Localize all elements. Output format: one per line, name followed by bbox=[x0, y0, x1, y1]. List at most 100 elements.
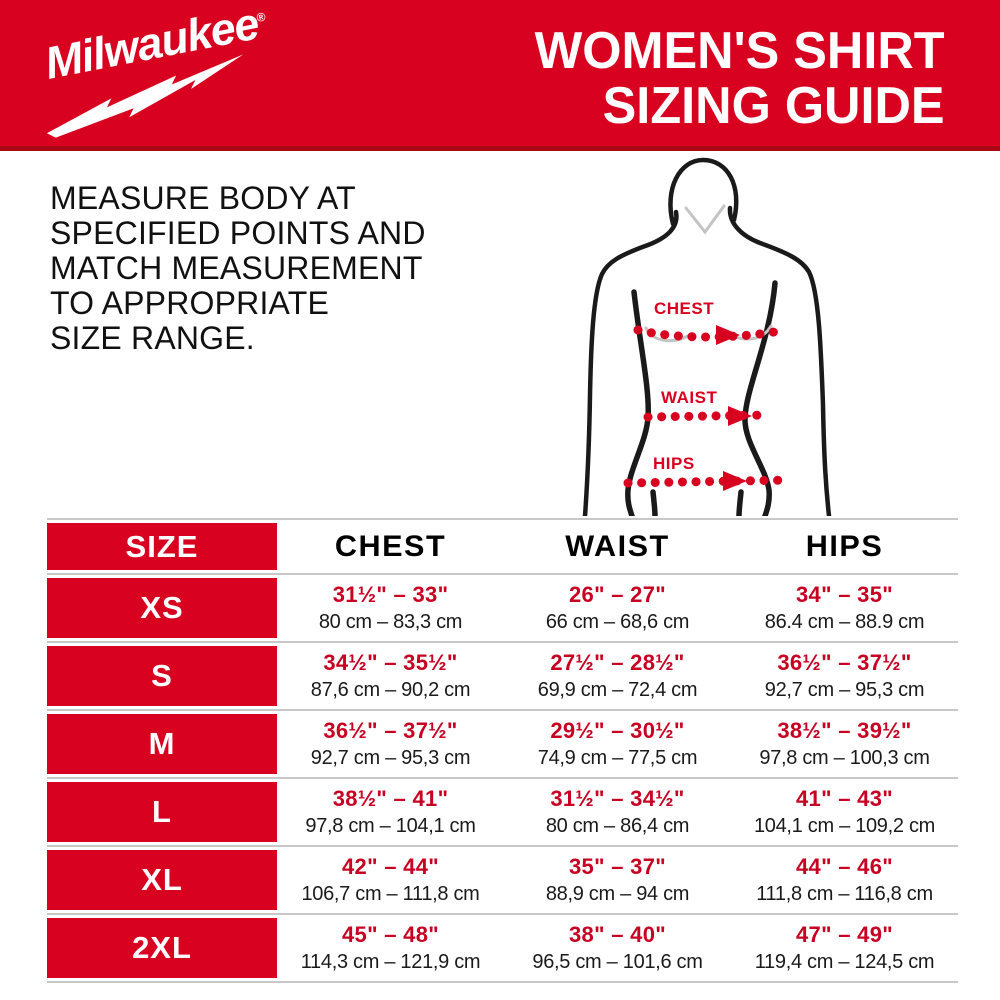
hips-arrow-icon bbox=[723, 471, 747, 491]
size-label: XL bbox=[47, 850, 277, 910]
hips-cell: 41" – 43" 104,1 cm – 109,2 cm bbox=[731, 779, 958, 845]
table-row: XL 42" – 44" 106,7 cm – 111,8 cm 35" – 3… bbox=[47, 845, 958, 913]
waist-cm: 69,9 cm – 72,4 cm bbox=[537, 678, 698, 701]
waist-inches: 31½" – 34½" bbox=[550, 786, 685, 812]
page-title: WOMEN'S SHIRT SIZING GUIDE bbox=[535, 24, 945, 134]
waist-cell: 26" – 27" 66 cm – 68,6 cm bbox=[504, 575, 731, 641]
chest-inches: 42" – 44" bbox=[342, 854, 439, 880]
hips-inches: 47" – 49" bbox=[796, 922, 893, 948]
chest-cell: 34½" – 35½" 87,6 cm – 90,2 cm bbox=[277, 643, 504, 709]
hips-cell: 36½" – 37½" 92,7 cm – 95,3 cm bbox=[731, 643, 958, 709]
chest-cell: 31½" – 33" 80 cm – 83,3 cm bbox=[277, 575, 504, 641]
hips-inches: 34" – 35" bbox=[796, 582, 893, 608]
right-torso-outline bbox=[742, 280, 778, 519]
column-header-size: SIZE bbox=[47, 523, 277, 570]
waist-cm: 88,9 cm – 94 cm bbox=[545, 882, 690, 905]
right-shoulder-arm-outline bbox=[727, 205, 832, 519]
page-title-line1: WOMEN'S SHIRT bbox=[535, 22, 945, 80]
waist-inches: 26" – 27" bbox=[569, 582, 666, 608]
chest-inches: 38½" – 41" bbox=[332, 786, 449, 812]
hips-cell: 44" – 46" 111,8 cm – 116,8 cm bbox=[731, 847, 958, 913]
header-banner: Milwaukee® WOMEN'S SHIRT SIZING GUIDE bbox=[0, 0, 1000, 151]
hips-cell: 34" – 35" 86.4 cm – 88.9 cm bbox=[731, 575, 958, 641]
hips-cell: 38½" – 39½" 97,8 cm – 100,3 cm bbox=[731, 711, 958, 777]
chest-label: CHEST bbox=[654, 299, 714, 318]
chest-cm: 92,7 cm – 95,3 cm bbox=[310, 746, 471, 769]
waist-cell: 35" – 37" 88,9 cm – 94 cm bbox=[504, 847, 731, 913]
right-leg-line bbox=[736, 489, 744, 519]
head-outline bbox=[668, 157, 739, 227]
table-row: L 38½" – 41" 97,8 cm – 104,1 cm 31½" – 3… bbox=[47, 777, 958, 845]
waist-cm: 96,5 cm – 101,6 cm bbox=[532, 950, 703, 973]
hips-measure-line bbox=[623, 475, 795, 488]
waist-cell: 31½" – 34½" 80 cm – 86,4 cm bbox=[504, 779, 731, 845]
size-label: S bbox=[47, 646, 277, 706]
table-header-row: SIZE CHEST WAIST HIPS bbox=[47, 520, 958, 573]
chest-cm: 87,6 cm – 90,2 cm bbox=[310, 678, 471, 701]
chest-inches: 45" – 48" bbox=[342, 922, 439, 948]
body-measurement-diagram: CHEST WAIST HIPS bbox=[558, 150, 960, 519]
hips-cm: 119,4 cm – 124,5 cm bbox=[754, 950, 935, 973]
instruction-line: SIZE RANGE. bbox=[50, 320, 255, 356]
hips-cm: 111,8 cm – 116,8 cm bbox=[756, 882, 933, 905]
waist-cell: 29½" – 30½" 74,9 cm – 77,5 cm bbox=[504, 711, 731, 777]
waist-cm: 74,9 cm – 77,5 cm bbox=[537, 746, 698, 769]
chest-cm: 106,7 cm – 111,8 cm bbox=[301, 882, 480, 905]
instruction-line: MATCH MEASUREMENT bbox=[50, 250, 423, 286]
chest-inches: 34½" – 35½" bbox=[323, 650, 458, 676]
hips-inches: 41" – 43" bbox=[796, 786, 893, 812]
chest-cm: 97,8 cm – 104,1 cm bbox=[305, 814, 476, 837]
hips-cm: 92,7 cm – 95,3 cm bbox=[764, 678, 925, 701]
waist-inches: 35" – 37" bbox=[569, 854, 666, 880]
size-label: M bbox=[47, 714, 277, 774]
chest-inches: 36½" – 37½" bbox=[323, 718, 458, 744]
table-row: S 34½" – 35½" 87,6 cm – 90,2 cm 27½" – 2… bbox=[47, 641, 958, 709]
chest-cell: 42" – 44" 106,7 cm – 111,8 cm bbox=[277, 847, 504, 913]
chest-inches: 31½" – 33" bbox=[332, 582, 449, 608]
left-torso-outline bbox=[625, 289, 652, 519]
size-label: L bbox=[47, 782, 277, 842]
waist-cm: 66 cm – 68,6 cm bbox=[545, 610, 690, 633]
column-header-chest: CHEST bbox=[334, 529, 447, 563]
chest-cm: 114,3 cm – 121,9 cm bbox=[300, 950, 481, 973]
hips-cell: 47" – 49" 119,4 cm – 124,5 cm bbox=[731, 915, 958, 981]
chest-cell: 36½" – 37½" 92,7 cm – 95,3 cm bbox=[277, 711, 504, 777]
waist-inches: 29½" – 30½" bbox=[550, 718, 685, 744]
waist-inches: 27½" – 28½" bbox=[550, 650, 685, 676]
chest-cell: 45" – 48" 114,3 cm – 121,9 cm bbox=[277, 915, 504, 981]
milwaukee-logo: Milwaukee® bbox=[29, 0, 277, 157]
hips-label: HIPS bbox=[653, 454, 695, 473]
table-row: 2XL 45" – 48" 114,3 cm – 121,9 cm 38" – … bbox=[47, 913, 958, 981]
hips-cm: 104,1 cm – 109,2 cm bbox=[753, 814, 936, 837]
waist-arrow-icon bbox=[728, 406, 752, 426]
chest-arrow-icon bbox=[716, 325, 740, 345]
measure-instructions: MEASURE BODY AT SPECIFIED POINTS AND MAT… bbox=[50, 181, 426, 356]
waist-cm: 80 cm – 86,4 cm bbox=[545, 814, 690, 837]
size-table: SIZE CHEST WAIST HIPS XS 31½" – 33" 80 c… bbox=[47, 518, 958, 983]
instruction-line: MEASURE BODY AT bbox=[50, 180, 356, 216]
waist-inches: 38" – 40" bbox=[569, 922, 666, 948]
left-leg-line bbox=[650, 489, 658, 519]
column-header-waist: WAIST bbox=[565, 529, 670, 563]
hips-inches: 38½" – 39½" bbox=[777, 718, 912, 744]
size-label: 2XL bbox=[47, 918, 277, 978]
left-shoulder-arm-outline bbox=[582, 209, 679, 519]
chest-measure-line bbox=[633, 325, 779, 342]
waist-cell: 38" – 40" 96,5 cm – 101,6 cm bbox=[504, 915, 731, 981]
hips-cm: 86.4 cm – 88.9 cm bbox=[764, 610, 925, 633]
female-torso-outline: CHEST WAIST HIPS bbox=[582, 157, 832, 519]
lightning-bolt-icon bbox=[46, 54, 244, 138]
chest-cell: 38½" – 41" 97,8 cm – 104,1 cm bbox=[277, 779, 504, 845]
column-header-hips: HIPS bbox=[805, 529, 884, 563]
waist-label: WAIST bbox=[661, 388, 717, 407]
table-row: M 36½" – 37½" 92,7 cm – 95,3 cm 29½" – 3… bbox=[47, 709, 958, 777]
instruction-line: TO APPROPRIATE bbox=[50, 285, 330, 321]
waist-cell: 27½" – 28½" 69,9 cm – 72,4 cm bbox=[504, 643, 731, 709]
page-title-line2: SIZING GUIDE bbox=[603, 77, 945, 135]
hips-inches: 44" – 46" bbox=[796, 854, 893, 880]
neck-detail-line bbox=[684, 204, 726, 235]
chest-cm: 80 cm – 83,3 cm bbox=[318, 610, 463, 633]
registered-trademark-symbol: ® bbox=[255, 9, 266, 25]
table-row: XS 31½" – 33" 80 cm – 83,3 cm 26" – 27" … bbox=[47, 573, 958, 641]
